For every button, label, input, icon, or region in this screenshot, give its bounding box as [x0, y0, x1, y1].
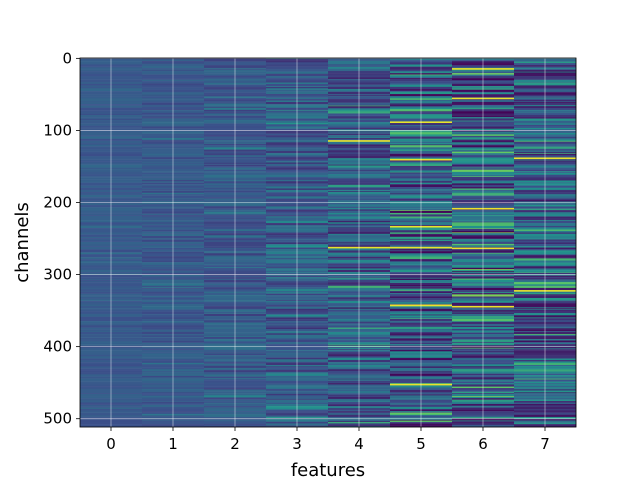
- x-tick-label: 6: [478, 435, 488, 453]
- plot-frame: [79, 57, 577, 428]
- x-tick-label: 1: [168, 435, 178, 453]
- y-axis-label: channels: [12, 202, 33, 283]
- x-tick-label: 7: [540, 435, 550, 453]
- y-tick-label: 300: [43, 266, 72, 284]
- x-tick-label: 3: [292, 435, 302, 453]
- y-tick-label: 100: [43, 121, 72, 139]
- x-tick-label: 5: [416, 435, 426, 453]
- x-tick-label: 0: [106, 435, 116, 453]
- y-tick-label: 200: [43, 194, 72, 212]
- heatmap-cells: [80, 58, 577, 428]
- y-tick-label: 400: [43, 338, 72, 356]
- y-tick-label: 0: [62, 49, 72, 67]
- x-tick-label: 2: [230, 435, 240, 453]
- x-tick-label: 4: [354, 435, 364, 453]
- x-axis-ticks: 0 1 2 3 4 5 6 7: [106, 427, 550, 453]
- x-axis-label: features: [291, 460, 365, 480]
- y-tick-label: 500: [43, 410, 72, 428]
- y-axis-ticks: 0 100 200 300 400 500: [43, 49, 80, 428]
